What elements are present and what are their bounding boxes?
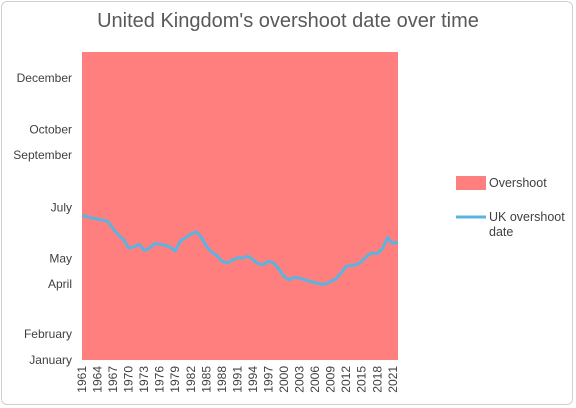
x-tick-label: 1994: [246, 366, 260, 393]
x-tick-label: 1976: [153, 366, 167, 393]
x-tick-label: 2021: [386, 366, 400, 393]
x-tick-label: 1967: [106, 366, 120, 393]
y-tick-label: February: [24, 327, 72, 341]
x-axis-ticks: 1961 1964 1967 1970 1973 1976 1979 1982 1985 1988…: [75, 366, 400, 393]
x-tick-label: 1991: [230, 366, 244, 393]
x-tick-label: 2018: [370, 366, 384, 393]
y-tick-label: October: [29, 123, 72, 137]
y-tick-label: December: [17, 71, 72, 85]
x-tick-label: 1985: [199, 366, 213, 393]
x-tick-label: 1961: [75, 366, 89, 393]
y-tick-label: September: [13, 148, 72, 162]
chart-title: United Kingdom's overshoot date over tim…: [97, 10, 479, 32]
overshoot-area: [82, 52, 398, 285]
y-axis-ticks: January February April May July September Octo…: [13, 71, 72, 367]
x-tick-label: 1997: [261, 366, 275, 393]
y-tick-label: April: [48, 277, 72, 291]
x-tick-label: 1970: [122, 366, 136, 393]
legend-swatch-overshoot: [456, 176, 486, 190]
x-tick-label: 2006: [308, 366, 322, 393]
legend-label-uk-overshoot-date: UK overshoot date: [489, 210, 568, 239]
x-tick-label: 2012: [339, 366, 353, 393]
legend: Overshoot UK overshoot date: [456, 176, 568, 239]
uk-overshoot-date-line: [81, 214, 399, 286]
y-tick-label: July: [51, 200, 72, 214]
x-tick-label: 1979: [168, 366, 182, 393]
x-tick-label: 2009: [324, 366, 338, 393]
legend-label-overshoot: Overshoot: [489, 176, 547, 190]
x-tick-label: 2015: [355, 366, 369, 393]
y-tick-label: May: [49, 252, 72, 266]
x-tick-label: 1973: [137, 366, 151, 393]
x-tick-label: 2000: [277, 366, 291, 393]
y-tick-label: January: [29, 353, 72, 367]
x-tick-label: 2003: [293, 366, 307, 393]
plot-area: [81, 52, 399, 360]
x-tick-label: 1964: [91, 366, 105, 393]
overshoot-area-lower: [82, 215, 398, 360]
x-tick-label: 1988: [215, 366, 229, 393]
x-tick-label: 1982: [184, 366, 198, 393]
